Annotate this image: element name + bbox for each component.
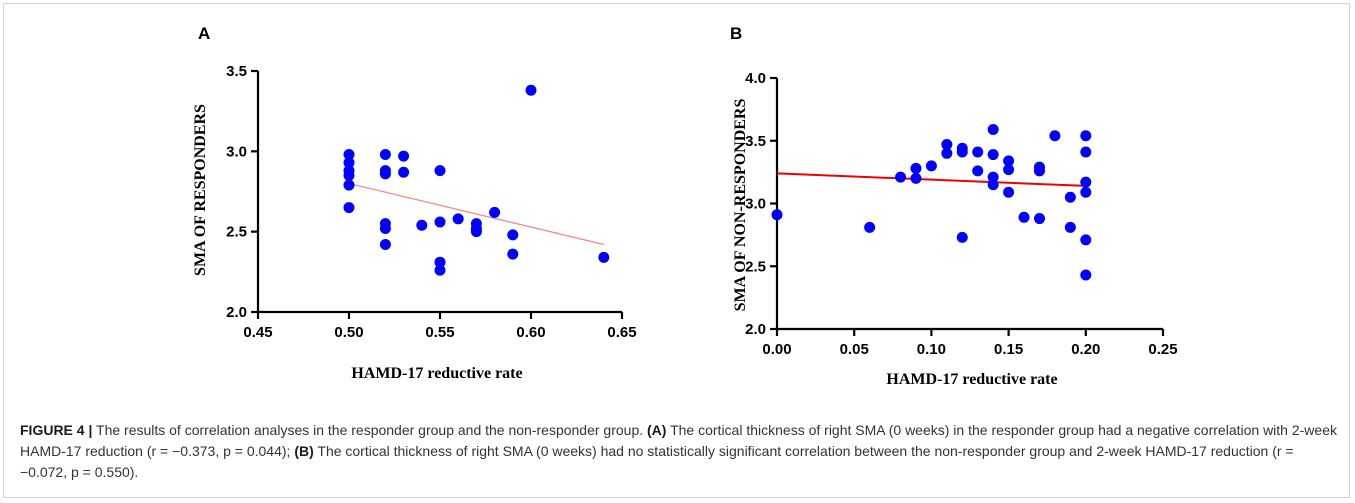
caption-intro: The results of correlation analyses in t… [92, 422, 648, 438]
data-point [434, 264, 446, 276]
y-tick-label: 2.0 [745, 321, 766, 338]
figure-frame [3, 3, 1350, 498]
figure-caption: FIGURE 4 | The results of correlation an… [20, 420, 1340, 483]
data-point [895, 171, 907, 183]
data-point [598, 251, 610, 263]
data-point [1080, 176, 1092, 188]
data-point [343, 202, 355, 214]
data-point [379, 239, 391, 251]
y-tick-label: 3.5 [745, 133, 766, 150]
panel-b-x-axis-title: HAMD-17 reductive rate [886, 371, 1057, 388]
panel-b-points [771, 123, 1092, 281]
x-tick-label: 0.10 [917, 341, 946, 358]
data-point [1080, 130, 1092, 142]
panel-a-axes: 2.0 2.5 3.0 3.5 0.45 0.50 0.55 0.60 0.65 [226, 63, 636, 341]
caption-figure-label: FIGURE 4 | [20, 422, 93, 438]
data-point [343, 179, 355, 191]
y-tick-label: 2.0 [226, 304, 247, 321]
data-point [987, 123, 999, 135]
x-tick-label: 0.65 [607, 324, 636, 341]
data-point [470, 226, 482, 238]
caption-text-a: The cortical thickness of right SMA (0 w… [20, 422, 1337, 459]
y-tick-label: 2.5 [745, 258, 766, 275]
y-tick-label: 3.0 [745, 196, 766, 213]
x-tick-label: 0.45 [243, 324, 272, 341]
data-point [343, 157, 355, 169]
data-point [925, 160, 937, 172]
data-point [343, 169, 355, 181]
x-tick-label: 0.20 [1071, 341, 1100, 358]
data-point [1080, 269, 1092, 281]
data-point [1033, 213, 1045, 225]
data-point [910, 162, 922, 174]
data-point [1049, 130, 1061, 142]
data-point [398, 150, 410, 162]
data-point [1018, 211, 1030, 223]
panel-label-b: B [730, 24, 742, 43]
panel-a-fit-line-group [348, 182, 604, 246]
data-point [379, 149, 391, 161]
panel-a-points [343, 84, 610, 276]
data-point [1064, 191, 1076, 203]
data-point [910, 172, 922, 184]
panel-a-y-axis-title: SMA OF RESPONDERS [192, 104, 209, 276]
data-point [1064, 221, 1076, 233]
y-tick-label: 3.5 [226, 63, 247, 80]
data-point [956, 231, 968, 243]
x-tick-label: 0.55 [425, 324, 454, 341]
x-tick-label: 0.60 [516, 324, 545, 341]
y-tick-label: 3.0 [226, 143, 247, 160]
chart-panel-b: B 2.0 2.5 3.0 3.5 4.0 0.00 0.05 0.10 0.15 0.20 0.2… [730, 24, 1178, 388]
data-point [987, 179, 999, 191]
data-point [343, 149, 355, 161]
y-tick-label: 2.5 [226, 224, 247, 241]
regression-line [776, 172, 1086, 187]
panel-b-axes: 2.0 2.5 3.0 3.5 4.0 0.00 0.05 0.10 0.15 0.20 0.25 [745, 70, 1177, 358]
data-point [771, 209, 783, 221]
data-point [379, 168, 391, 180]
data-point [434, 165, 446, 177]
data-point [489, 206, 501, 218]
data-point [507, 229, 519, 241]
data-point [1003, 155, 1015, 167]
chart-panel-a: A 2.0 2.5 3.0 3.5 0.45 0.50 0.55 0.60 0.65 SMA O… [192, 24, 637, 382]
panel-b-y-axis-title: SMA OF NON-RESPONDERS [732, 99, 749, 312]
x-tick-label: 0.15 [994, 341, 1023, 358]
data-point [972, 146, 984, 158]
data-point [452, 213, 464, 225]
y-tick-label: 4.0 [745, 70, 766, 87]
data-point [1003, 164, 1015, 176]
data-point [941, 139, 953, 151]
data-point [398, 166, 410, 178]
data-point [1080, 234, 1092, 246]
x-tick-label: 0.25 [1148, 341, 1177, 358]
x-tick-label: 0.05 [840, 341, 869, 358]
data-point [379, 222, 391, 234]
data-point [525, 84, 537, 96]
regression-line [348, 182, 604, 246]
data-point [434, 216, 446, 228]
data-point [972, 165, 984, 177]
data-point [864, 221, 876, 233]
x-tick-label: 0.00 [762, 341, 791, 358]
data-point [507, 248, 519, 260]
caption-text-b: The cortical thickness of right SMA (0 w… [20, 443, 1294, 480]
data-point [941, 147, 953, 159]
data-point [1033, 165, 1045, 177]
caption-label-a: (A) [647, 422, 667, 438]
panel-label-a: A [198, 24, 210, 43]
data-point [1003, 186, 1015, 198]
caption-label-b: (B) [294, 443, 314, 459]
data-point [1080, 186, 1092, 198]
data-point [1080, 146, 1092, 158]
x-tick-label: 0.50 [334, 324, 363, 341]
data-point [987, 171, 999, 183]
data-point [956, 146, 968, 158]
data-point [434, 256, 446, 268]
panel-a-x-axis-title: HAMD-17 reductive rate [351, 365, 522, 382]
panel-b-fit-line-group [776, 172, 1086, 187]
data-point [987, 149, 999, 161]
data-point [416, 219, 428, 231]
